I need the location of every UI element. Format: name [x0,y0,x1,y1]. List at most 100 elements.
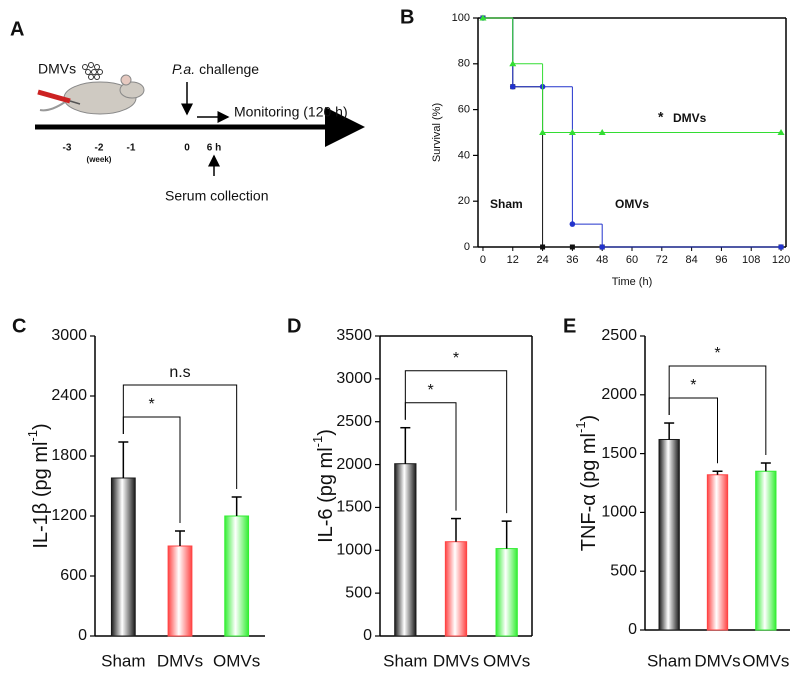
y-axis-label: TNF-α (pg ml-1) [573,415,600,551]
timeline-diagram: A DMVs P.a. challenge Monitoring (120 h) … [10,18,365,204]
marker [569,244,575,250]
y-label-sup: -1 [25,430,40,442]
x-tick-label: Sham [647,651,691,670]
y-label-main: IL-6 (pg ml [315,447,337,543]
x-tick-label: 120 [772,254,790,266]
x-tick-label: 48 [596,254,608,266]
y-tick-label: 500 [610,562,637,579]
y-tick-label: 1800 [51,447,87,464]
y-label-end: ) [30,423,52,430]
x-tick-label: OMVs [483,651,530,670]
bar [394,463,417,637]
x-tick-label: DMVs [157,651,203,670]
vesicles [82,62,103,80]
syringe [37,89,71,104]
y-tick-label: 3500 [336,327,372,344]
marker [509,83,516,90]
y-label-main: TNF-α (pg ml [578,433,600,551]
x-tick-label: 24 [536,254,548,266]
x-tick-label: 12 [507,254,519,266]
comparison-bracket [122,384,238,489]
y-tick-label: 500 [345,584,372,601]
y-tick-label: 2400 [51,387,87,404]
panel-label: D [287,315,301,337]
annotation: * [658,109,664,125]
pathogen: P.a. [172,61,195,77]
x-tick-label: 0 [480,254,486,266]
mouse-head [119,81,145,99]
comparison-bracket [668,365,767,456]
comparison-label: * [690,377,696,394]
y-axis-label: Survival (%) [431,103,443,162]
marker [509,60,517,67]
marker [540,244,546,250]
challenge-label: P.a. challenge [172,61,259,77]
mouse-ear [120,74,132,86]
collection-label: Serum collection [165,188,269,204]
timeline-label: 6 h [207,143,221,154]
x-tick-label: DMVs [433,651,479,670]
y-tick-label: 1200 [51,507,87,524]
series-label: Sham [490,197,523,211]
bar [224,515,250,637]
bar [167,545,193,637]
y-tick-label: 1500 [336,499,372,516]
y-tick-label: 60 [458,104,470,116]
y-tick-label: 3000 [336,370,372,387]
x-tick-label: 96 [715,254,727,266]
x-tick-label: 60 [626,254,638,266]
unit-label: (week) [87,155,112,164]
y-tick-label: 2000 [336,456,372,473]
y-tick-label: 600 [60,567,87,584]
bar [444,541,468,637]
x-axis-label: Time (h) [612,276,653,288]
timeline-label: -2 [95,143,104,154]
x-tick-label: OMVs [213,651,260,670]
x-tick-label: Sham [101,651,145,670]
monitoring-label: Monitoring (120 h) [234,104,348,120]
x-tick-label: 36 [566,254,578,266]
injection-label: DMVs [38,61,76,77]
y-label-end: ) [578,415,600,422]
bar [110,477,136,637]
panel-label: A [10,18,24,40]
comparison-label: * [428,382,434,399]
y-tick-label: 1000 [601,504,637,521]
y-axis-label: IL-6 (pg ml-1) [310,429,337,543]
y-axis-label: IL-1β (pg ml-1) [25,423,52,548]
timeline-label: 0 [184,143,190,154]
marker [568,129,576,135]
marker [598,129,606,135]
y-tick-label: 1500 [601,445,637,462]
series-label: DMVs [673,111,707,125]
y-label-main: IL-1β (pg ml [30,442,52,549]
challenge-word: challenge [199,61,259,77]
comparison-label: n.s [169,364,190,381]
marker [569,221,576,227]
comparison-bracket [404,370,508,514]
y-tick-label: 2500 [601,327,637,344]
y-tick-label: 40 [458,149,470,161]
x-tick-label: 84 [685,254,697,266]
timeline-label: -3 [63,143,72,154]
y-tick-label: 3000 [51,327,87,344]
y-label-sup: -1 [310,436,325,448]
y-tick-label: 0 [628,621,637,638]
panel-label: C [12,315,26,337]
x-tick-label: 72 [656,254,668,266]
y-tick-label: 0 [464,241,470,253]
bar [658,438,680,631]
bar [495,548,518,637]
marker [778,244,784,250]
x-tick-label: Sham [383,651,427,670]
y-tick-label: 1000 [336,542,372,559]
comparison-label: * [714,345,720,362]
marker [777,129,785,135]
series-label: OMVs [615,197,649,211]
bar [706,474,729,631]
y-label-sup: -1 [573,421,588,433]
y-tick-label: 80 [458,58,470,70]
panel-label: E [563,315,576,337]
y-tick-label: 0 [363,627,372,644]
x-tick-label: 108 [742,254,760,266]
